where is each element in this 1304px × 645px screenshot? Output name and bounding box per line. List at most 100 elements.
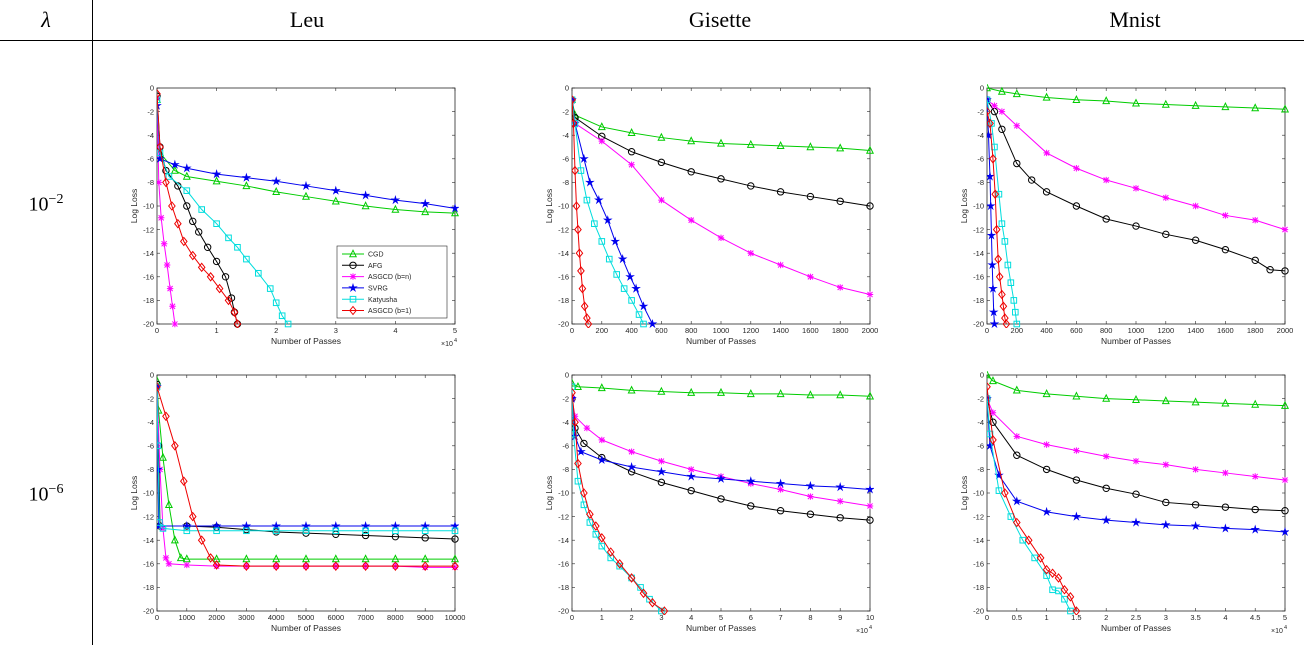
series-cgd [572, 94, 874, 154]
series-line [987, 374, 1286, 407]
plot-panel: 0 1000 2000 3000 4000 5000 6000 7000 8000 9000 100… [129, 371, 465, 633]
series-marker [991, 102, 998, 109]
series-line [572, 392, 665, 612]
series-marker [362, 527, 369, 535]
y-tick-label: -20 [973, 320, 984, 329]
series-line [572, 382, 871, 397]
series-marker [206, 553, 215, 563]
series-marker [451, 527, 459, 535]
series-marker [987, 395, 991, 402]
x-tick-label: 2 [274, 326, 278, 335]
x-tick-label: 1600 [802, 326, 819, 335]
legend-marker [349, 273, 357, 280]
series-line [157, 380, 455, 560]
series-marker [1251, 505, 1259, 514]
series-marker [574, 477, 582, 485]
series-marker [987, 96, 991, 104]
series-marker [272, 561, 281, 571]
series-marker [865, 391, 874, 400]
x-tick-label: 1600 [1217, 326, 1234, 335]
series-marker [806, 142, 815, 151]
series-marker [451, 564, 459, 571]
y-tick-label: -8 [147, 465, 154, 474]
x-tick-label: 1400 [1187, 326, 1204, 335]
series-asgcd-b-n- [157, 94, 179, 328]
series-marker [574, 458, 582, 469]
series-marker [183, 202, 191, 210]
series-marker [625, 271, 635, 281]
series-marker [688, 466, 695, 473]
series-line [987, 87, 1286, 110]
series-marker [989, 418, 997, 426]
y-tick-label: -12 [973, 225, 984, 234]
series-marker [1162, 498, 1170, 507]
series-marker [302, 561, 310, 571]
x-tick-label: 2.5 [1131, 613, 1141, 622]
series-marker [628, 448, 635, 455]
series-marker [597, 533, 606, 543]
series-marker [687, 136, 696, 145]
series-marker [1221, 102, 1230, 111]
series-marker [806, 192, 815, 201]
series-marker [648, 597, 657, 608]
series-marker [1042, 564, 1051, 575]
y-tick-label: -8 [562, 465, 569, 474]
series-marker [1042, 188, 1051, 196]
series-marker [573, 381, 582, 390]
series-line [987, 99, 1286, 272]
series-marker [578, 283, 587, 294]
legend-label: ASGCD (b=1) [368, 308, 411, 315]
series-marker [775, 478, 786, 488]
x-tick-label: 2 [1104, 613, 1108, 622]
series-line [987, 99, 1018, 325]
series-marker [1002, 319, 1011, 328]
series-asgcd-b-1- [987, 381, 1081, 615]
series-marker [272, 187, 281, 196]
series-marker [627, 573, 636, 583]
x-tick-label: 4000 [268, 613, 285, 622]
series-marker [1131, 517, 1141, 527]
series-marker [598, 137, 605, 145]
series-marker [332, 527, 340, 535]
series-marker [987, 171, 995, 181]
series-marker [776, 141, 785, 150]
series-marker [647, 318, 658, 328]
y-tick-label: -12 [558, 512, 569, 521]
series-marker [197, 262, 206, 273]
x-axis-label: Number of Passes [686, 336, 756, 346]
y-tick-label: -12 [143, 512, 154, 521]
series-marker [1252, 216, 1259, 224]
series-marker [583, 424, 591, 432]
column-rule [92, 0, 93, 645]
y-tick-label: -14 [973, 536, 984, 545]
series-marker [995, 487, 1003, 494]
series-marker [586, 519, 594, 526]
series-marker [776, 188, 785, 196]
x-tick-label: 9 [838, 613, 842, 622]
series-marker [1162, 230, 1170, 239]
series-marker [157, 149, 164, 157]
series-marker [164, 499, 173, 508]
y-tick-label: -8 [977, 178, 984, 187]
x-tick-label: 9000 [417, 613, 434, 622]
series-marker [213, 562, 220, 570]
series-marker [627, 148, 636, 156]
series-marker [615, 558, 624, 569]
series-line [572, 398, 871, 521]
x-axis-label: Number of Passes [271, 623, 341, 633]
y-tick-label: -18 [143, 296, 154, 305]
legend-marker [348, 249, 358, 258]
series-marker [1073, 447, 1080, 454]
y-tick-label: -12 [143, 225, 154, 234]
y-tick-label: -4 [977, 418, 984, 427]
series-marker [390, 195, 401, 205]
series-marker [717, 234, 725, 242]
series-marker [1013, 451, 1021, 459]
series-marker [212, 257, 221, 266]
y-tick-label: -18 [143, 583, 154, 592]
series-marker [331, 561, 340, 571]
series-marker [188, 511, 197, 522]
series-cgd [572, 378, 874, 400]
series-marker [1102, 96, 1111, 105]
